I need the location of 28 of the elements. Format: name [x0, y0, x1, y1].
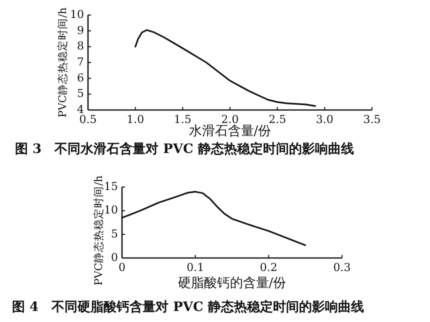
x-tick-label: 2.5	[268, 113, 286, 126]
text: 图 4 不同硬脂酸钙含量对 PVC 静态热稳定时间的影响曲线	[12, 299, 364, 315]
y-tick-label: 9	[77, 24, 84, 37]
x-tick-label: 1.5	[174, 113, 192, 126]
y-axis-title: PVC静态热稳定时间/h	[56, 7, 69, 118]
x-tick-label: 2.0	[221, 113, 239, 126]
text: 图 3 不同水滑石含量对 PVC 静态热稳定时间的影响曲线	[15, 141, 354, 157]
y-tick-label: 6	[77, 71, 84, 84]
x-tick-label: 0.2	[260, 261, 278, 274]
x-tick-label: 0.1	[186, 261, 204, 274]
line-series	[134, 29, 316, 107]
y-tick-label: 10	[104, 204, 118, 217]
y-tick-label: 7	[77, 56, 84, 68]
x-axis-title: 水滑石含量/份	[188, 124, 272, 139]
y-axis-title: PVC静态热稳定时间/h	[92, 175, 105, 286]
x-axis-title: 硬脂酸钙的含量/份	[178, 276, 286, 291]
y-tick-label: 15	[104, 180, 118, 193]
y-tick-label: 0	[111, 251, 118, 264]
y-tick-label: 4	[77, 103, 84, 116]
x-tick-label: 0.5	[79, 113, 97, 126]
y-tick-label: 10	[70, 8, 84, 21]
y-tick-label: 5	[111, 227, 118, 240]
y-tick-label: 8	[77, 40, 84, 53]
x-tick-label: 0.3	[333, 261, 351, 274]
y-tick-label: 5	[77, 87, 84, 100]
x-tick-label: 3.0	[316, 113, 334, 126]
x-tick-label: 1.0	[126, 113, 144, 126]
x-tick-label: 3.5	[363, 113, 381, 126]
